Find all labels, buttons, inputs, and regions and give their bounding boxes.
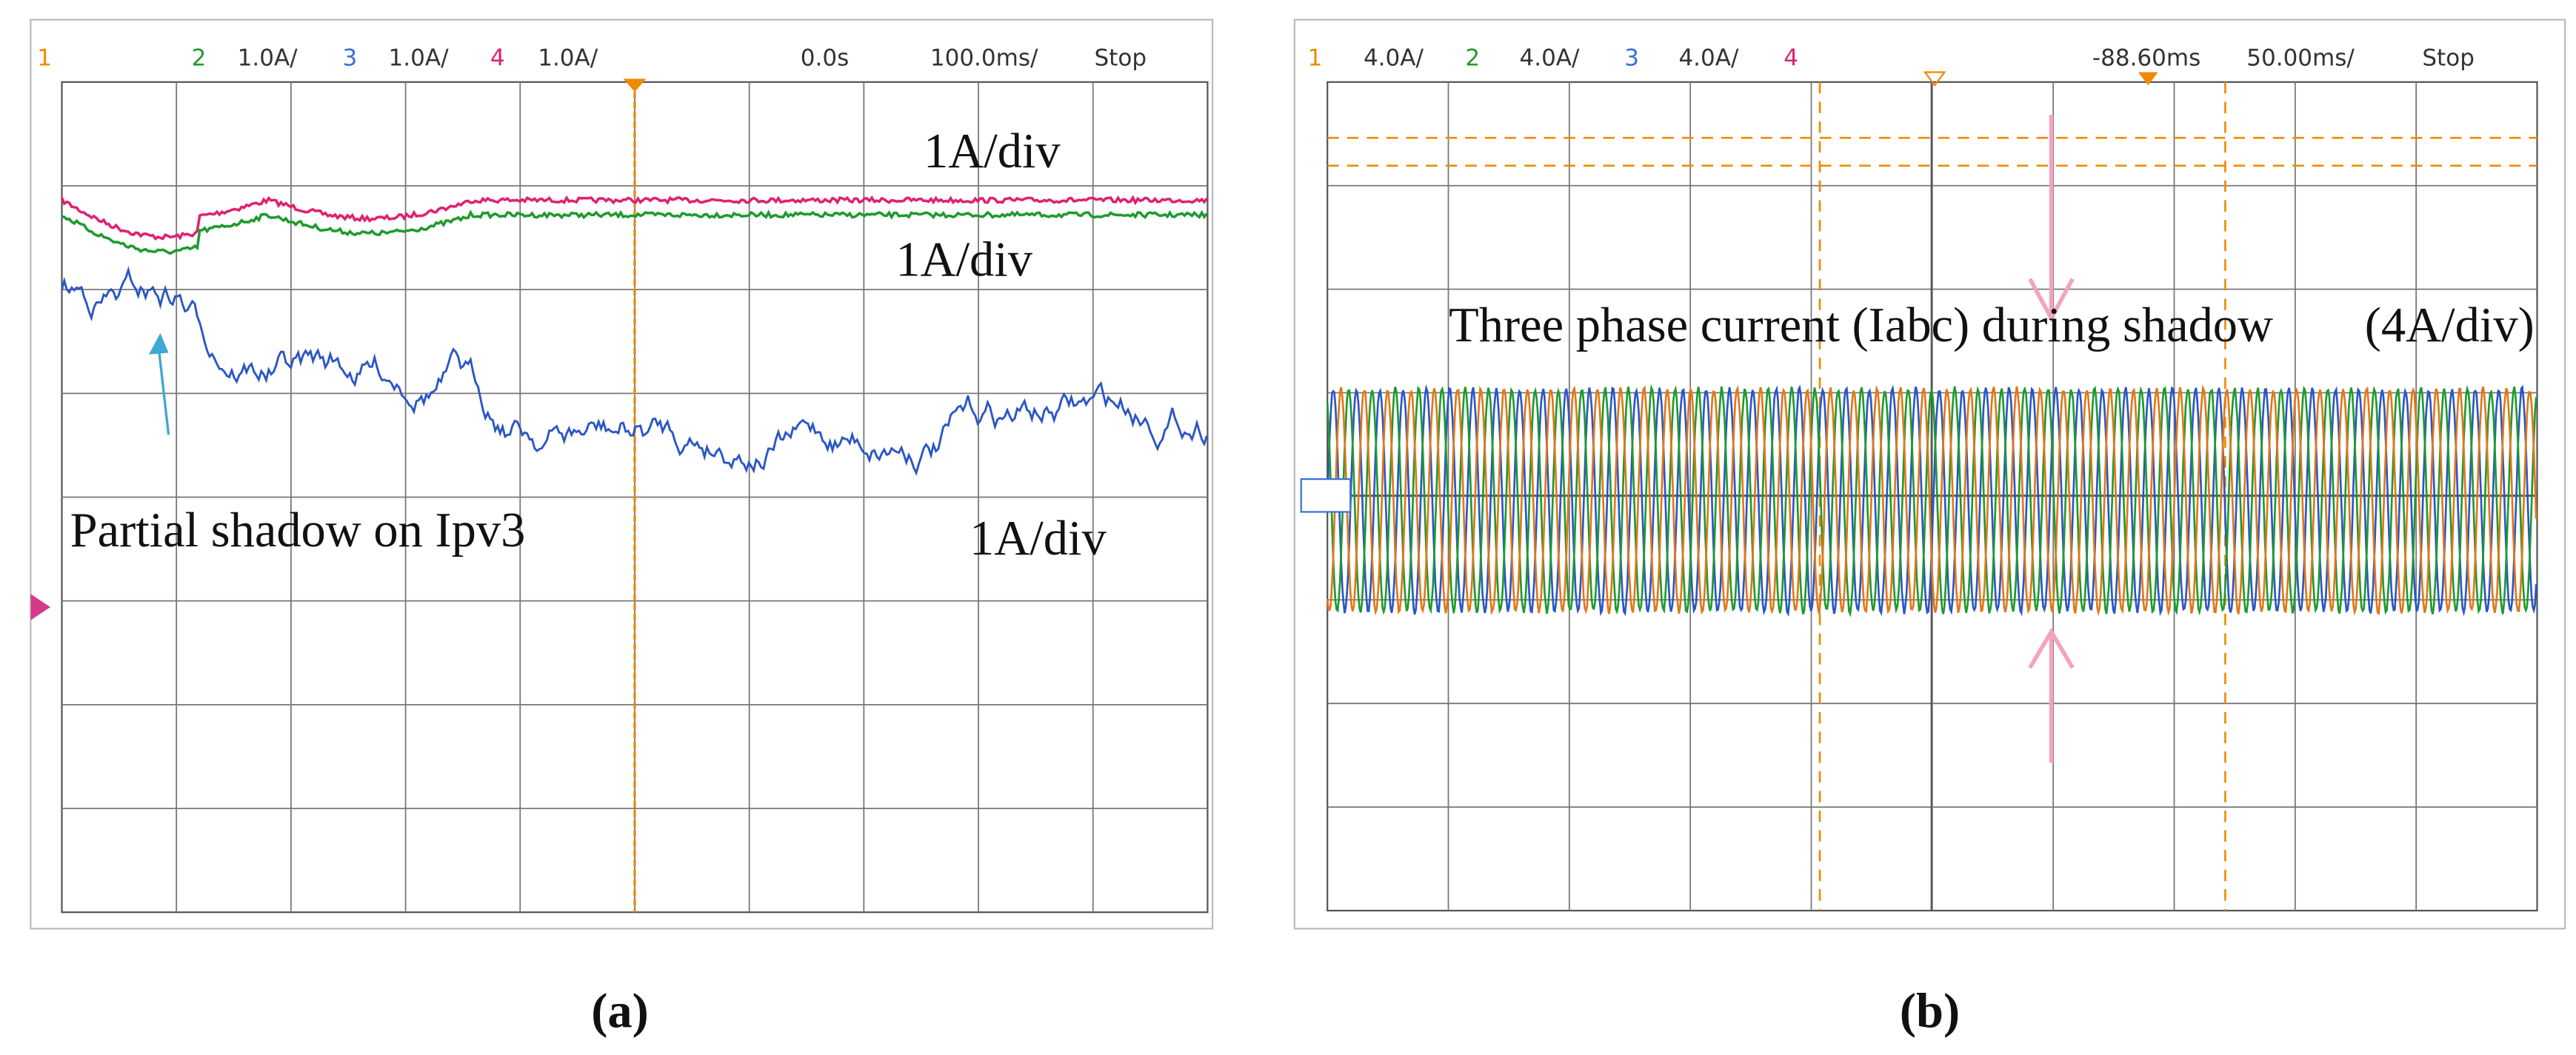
header-label: 1 <box>37 45 52 72</box>
header-label: 4.0A/ <box>1519 45 1580 72</box>
trace <box>61 266 1208 476</box>
panel-b-waveforms <box>1326 384 2537 617</box>
channel-marker <box>30 594 51 620</box>
time-marker <box>2138 72 2158 86</box>
trace <box>1326 384 2537 617</box>
pointer-arrow-head <box>148 332 169 355</box>
header-label: 2 <box>1465 45 1480 72</box>
annotation: Three phase current (Iabc) during shadow <box>1449 298 2273 352</box>
texts: 1 2 1.0A/3 1.0A/4 1.0A/0.0s 100.0ms/Stop 1 4.0A… <box>37 45 2534 1039</box>
header-label: 50.00ms/ <box>2246 45 2355 72</box>
annotation: 1A/div <box>970 512 1107 566</box>
header-label: 100.0ms/ <box>930 45 1038 72</box>
header-label: 1.0A/ <box>389 45 450 72</box>
envelope-arrows <box>2028 115 2075 763</box>
trace <box>60 195 1208 241</box>
trace <box>1326 384 2537 617</box>
header-label: 1.0A/ <box>238 45 298 72</box>
header-label: 3 <box>342 45 357 72</box>
header-label: 3 <box>1624 45 1639 72</box>
pointer-arrow <box>157 347 170 435</box>
header-label: 4.0A/ <box>1678 45 1739 72</box>
header-label: -88.60ms <box>2092 45 2200 72</box>
header-label: 0.0s <box>801 45 849 72</box>
header-label: 1.0A/ <box>538 45 598 72</box>
header-label: 4.0A/ <box>1364 45 1424 72</box>
trigger-marker <box>623 78 647 93</box>
header-label: 1 <box>1308 45 1323 72</box>
trigger-marker <box>1923 71 1946 87</box>
panel-a-waveforms <box>60 195 1208 476</box>
caption: (b) <box>1900 984 1960 1038</box>
header-label: 4 <box>1783 45 1798 72</box>
header-label: 4 <box>490 45 505 72</box>
header-label: 2 <box>192 45 207 72</box>
caption: (a) <box>591 984 649 1038</box>
annotation: 1A/div <box>895 232 1032 287</box>
header-label: Stop <box>2422 45 2475 72</box>
header-label: Stop <box>1094 45 1147 72</box>
annotation: (4A/div) <box>2365 298 2535 352</box>
annotation: 1A/div <box>924 124 1061 178</box>
channel-marker <box>1300 478 1352 513</box>
trace <box>61 210 1208 255</box>
annotation: Partial shadow on Ipv3 <box>70 503 526 557</box>
